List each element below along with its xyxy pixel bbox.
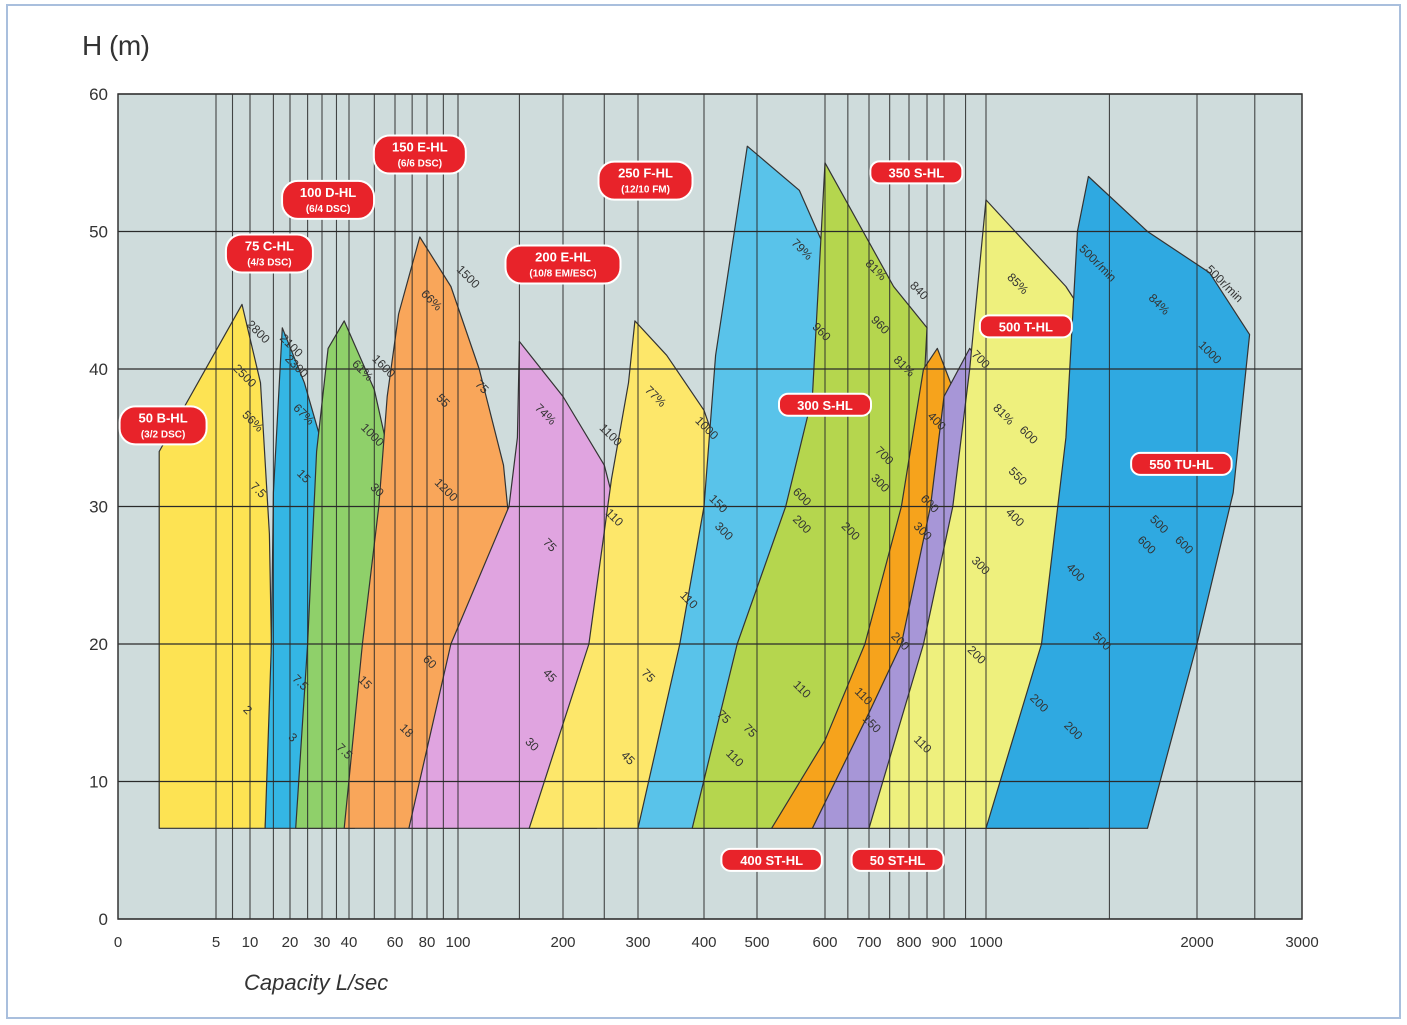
series-label-3: 150 E-HL (392, 140, 448, 155)
x-tick-label-15: 800 (896, 934, 921, 951)
series-sublabel-0: (3/2 DSC) (141, 429, 185, 440)
y-tick-label-2: 20 (89, 635, 108, 654)
series-label-pill-5 (597, 160, 694, 201)
y-tick-label-6: 60 (89, 85, 108, 104)
series-label-1: 75 C-HL (245, 239, 294, 254)
x-tick-label-2: 10 (242, 934, 259, 951)
series-label-pill-1 (224, 233, 314, 274)
plot-border (117, 93, 1303, 920)
y-tick-label-4: 40 (89, 360, 108, 379)
y-tick-label-3: 30 (89, 498, 108, 517)
series-label-pill-6 (778, 392, 872, 417)
series-label-9: 50 ST-HL (870, 853, 926, 868)
x-tick-label-9: 200 (550, 934, 575, 951)
series-area-11 (985, 175, 1251, 829)
x-tick-label-14: 700 (856, 934, 881, 951)
y-tick-label-0: 0 (99, 910, 108, 929)
x-tick-label-11: 400 (691, 934, 716, 951)
series-sublabel-3: (6/6 DSC) (398, 159, 442, 170)
series-label-11: 550 TU-HL (1149, 457, 1213, 472)
series-label-5: 250 F-HL (618, 166, 673, 181)
x-tick-label-1: 5 (212, 934, 220, 951)
x-tick-label-12: 500 (744, 934, 769, 951)
x-tick-label-3: 20 (282, 934, 299, 951)
series-sublabel-2: (6/4 DSC) (306, 204, 350, 215)
x-tick-label-18: 2000 (1180, 934, 1213, 951)
y-tick-label-5: 50 (89, 223, 108, 242)
x-tick-label-7: 80 (419, 934, 436, 951)
series-label-4: 200 E-HL (535, 250, 591, 265)
x-tick-label-16: 900 (931, 934, 956, 951)
series-label-6: 300 S-HL (797, 398, 853, 413)
series-label-10: 500 T-HL (999, 319, 1053, 334)
y-axis-title: H (m) (82, 30, 150, 61)
x-tick-label-8: 100 (445, 934, 470, 951)
series-label-8: 400 ST-HL (740, 853, 803, 868)
x-tick-label-10: 300 (625, 934, 650, 951)
x-tick-label-17: 1000 (969, 934, 1002, 951)
series-label-pill-10 (978, 314, 1073, 339)
x-tick-label-5: 40 (341, 934, 358, 951)
x-tick-label-0: 0 (114, 934, 122, 951)
series-label-7: 350 S-HL (889, 165, 945, 180)
y-tick-label-1: 10 (89, 773, 108, 792)
series-sublabel-5: (12/10 FM) (621, 185, 670, 196)
series-sublabel-1: (4/3 DSC) (247, 258, 291, 269)
series-label-pill-11 (1130, 451, 1233, 476)
series-label-pill-2 (281, 179, 376, 220)
series-label-pill-7 (869, 160, 964, 185)
series-sublabel-4: (10/8 EM/ESC) (529, 269, 596, 280)
x-tick-label-4: 30 (314, 934, 331, 951)
series-label-pill-3 (372, 134, 467, 175)
x-axis-title: Capacity L/sec (244, 970, 389, 995)
x-tick-label-6: 60 (387, 934, 404, 951)
x-tick-label-19: 3000 (1285, 934, 1318, 951)
series-label-2: 100 D-HL (300, 185, 356, 200)
series-label-pill-0 (118, 405, 208, 446)
x-tick-label-13: 600 (812, 934, 837, 951)
series-label-pill-8 (720, 847, 823, 872)
series-label-pill-4 (504, 244, 622, 285)
series-label-pill-9 (850, 847, 945, 872)
series-label-0: 50 B-HL (139, 410, 188, 425)
